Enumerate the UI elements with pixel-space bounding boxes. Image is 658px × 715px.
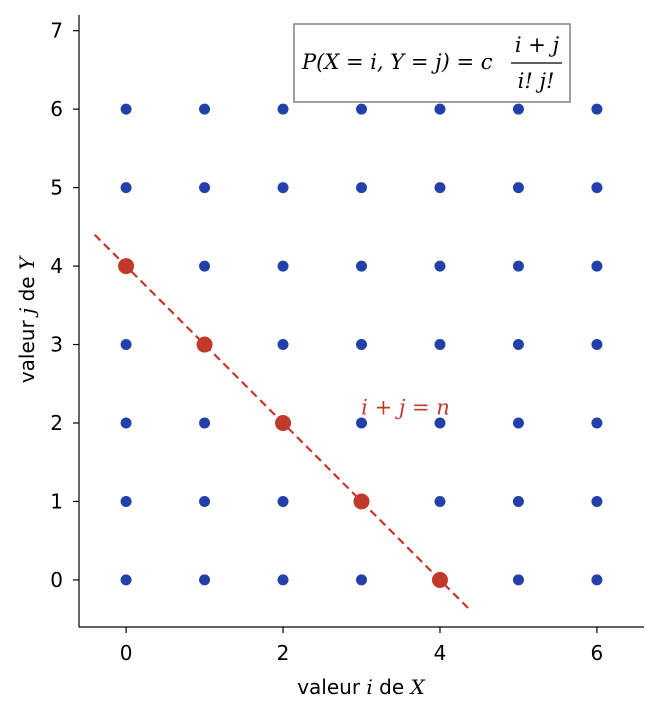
grid-point [512, 339, 524, 351]
grid-point [434, 495, 446, 507]
grid-point [120, 103, 132, 115]
formula-numerator: i + j [515, 33, 560, 57]
x-tick-label: 6 [591, 641, 604, 665]
x-tick-label: 0 [120, 641, 133, 665]
grid-point [591, 417, 603, 429]
y-tick-label: 4 [50, 254, 63, 278]
highlight-point [118, 258, 135, 275]
grid-point [591, 495, 603, 507]
grid-point [277, 574, 289, 586]
y-tick-label: 2 [50, 411, 63, 435]
grid-point [199, 574, 211, 586]
grid-point [356, 103, 367, 115]
grid-point [356, 182, 367, 194]
grid-point [199, 103, 211, 115]
grid-point [591, 260, 603, 272]
highlight-point [353, 493, 370, 510]
y-tick-label: 0 [50, 568, 63, 592]
grid-point [120, 182, 132, 194]
grid-point [120, 574, 132, 586]
formula-lhs: P(X = i, Y = j) = c [301, 50, 493, 74]
x-axis-label: valeur i de X [297, 675, 425, 699]
grid-points [120, 103, 603, 586]
grid-point [277, 339, 289, 351]
grid-point [120, 495, 132, 507]
grid-point [120, 417, 132, 429]
y-tick-label: 5 [50, 176, 63, 200]
grid-point [356, 339, 367, 351]
highlight-points [118, 258, 448, 588]
grid-point [512, 495, 524, 507]
grid-point [434, 260, 446, 272]
formula-box: P(X = i, Y = j) = c i + j i! j! [293, 23, 571, 103]
grid-point [434, 339, 446, 351]
formula-denominator: i! j! [518, 69, 555, 93]
y-axis-label: valeur j de Y [15, 255, 39, 383]
grid-point [120, 339, 132, 351]
grid-point [512, 574, 524, 586]
highlight-point [431, 571, 448, 588]
grid-point [356, 260, 367, 272]
grid-point [434, 417, 446, 429]
grid-point [512, 103, 524, 115]
grid-point [434, 182, 446, 194]
highlight-point [275, 415, 292, 431]
grid-point [277, 495, 289, 507]
x-ticks: 0 2 4 6 [120, 627, 604, 665]
y-ticks: 0 1 2 3 4 5 6 7 [50, 19, 79, 592]
grid-point [199, 495, 211, 507]
y-tick-label: 3 [50, 333, 63, 357]
grid-point [199, 182, 211, 194]
grid-point [512, 182, 524, 194]
y-tick-label: 6 [50, 97, 63, 121]
grid-point [277, 260, 289, 272]
x-tick-label: 2 [277, 641, 290, 665]
y-tick-label: 1 [50, 489, 63, 513]
grid-point [356, 574, 367, 586]
line-annotation: i + j = n [361, 395, 450, 419]
grid-point [199, 260, 211, 272]
x-tick-label: 4 [434, 641, 447, 665]
grid-point [277, 103, 289, 115]
y-tick-label: 7 [50, 19, 63, 43]
grid-point [199, 417, 211, 429]
grid-point [512, 417, 524, 429]
highlight-point [196, 336, 213, 353]
grid-point [512, 260, 524, 272]
grid-point [591, 574, 603, 586]
grid-point [356, 417, 367, 429]
grid-point [277, 182, 289, 194]
axes [78, 15, 644, 628]
grid-point [591, 339, 603, 351]
grid-point [434, 103, 446, 115]
grid-point [591, 182, 603, 194]
grid-point [591, 103, 603, 115]
